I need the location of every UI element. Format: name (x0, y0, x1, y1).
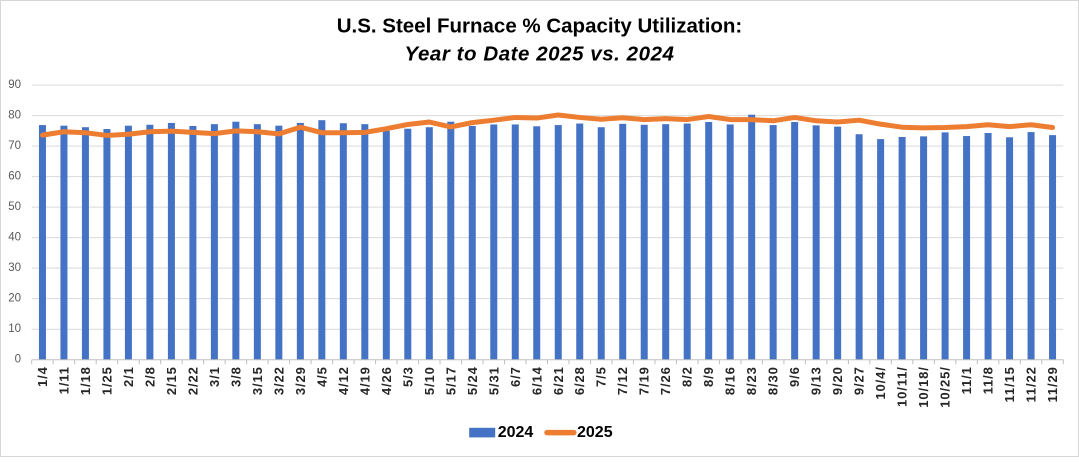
svg-text:5/24: 5/24 (465, 366, 480, 395)
svg-text:50: 50 (8, 201, 21, 213)
svg-text:6/14: 6/14 (529, 366, 544, 395)
svg-text:10: 10 (8, 323, 21, 335)
svg-text:20: 20 (8, 293, 21, 305)
svg-text:40: 40 (8, 232, 21, 244)
svg-text:8/2: 8/2 (680, 366, 695, 387)
svg-text:5/31: 5/31 (486, 366, 501, 395)
svg-text:11/22: 11/22 (1024, 366, 1039, 402)
svg-text:1/18: 1/18 (78, 366, 93, 395)
svg-text:7/19: 7/19 (637, 366, 652, 395)
svg-text:70: 70 (8, 140, 21, 152)
svg-text:2/1: 2/1 (121, 366, 136, 387)
svg-text:2025: 2025 (577, 424, 613, 441)
svg-text:1/4: 1/4 (35, 366, 50, 387)
svg-text:10/25/: 10/25/ (938, 366, 953, 408)
svg-text:1/11: 1/11 (56, 366, 71, 394)
svg-text:3/1: 3/1 (207, 366, 222, 387)
svg-text:1/25: 1/25 (99, 366, 114, 395)
svg-text:4/5: 4/5 (314, 366, 329, 387)
svg-text:4/12: 4/12 (336, 366, 351, 395)
svg-text:9/20: 9/20 (830, 366, 845, 395)
svg-text:5/17: 5/17 (443, 366, 458, 395)
svg-text:7/12: 7/12 (615, 366, 630, 395)
svg-text:80: 80 (8, 110, 21, 122)
svg-text:8/23: 8/23 (744, 366, 759, 395)
svg-text:3/22: 3/22 (271, 366, 286, 395)
svg-text:3/8: 3/8 (228, 366, 243, 387)
svg-text:10/11/: 10/11/ (895, 366, 910, 407)
svg-text:6/21: 6/21 (551, 366, 566, 395)
svg-text:11/1: 11/1 (959, 366, 974, 394)
svg-text:10/4/: 10/4/ (873, 366, 888, 399)
svg-text:9/6: 9/6 (787, 366, 802, 387)
svg-text:7/26: 7/26 (658, 366, 673, 395)
svg-text:90: 90 (8, 79, 21, 91)
svg-text:9/27: 9/27 (852, 366, 867, 395)
svg-text:11/15: 11/15 (1002, 366, 1017, 402)
svg-text:11/29: 11/29 (1045, 366, 1060, 402)
svg-text:4/19: 4/19 (357, 366, 372, 395)
svg-text:2024: 2024 (498, 424, 534, 441)
svg-text:3/29: 3/29 (293, 366, 308, 395)
svg-text:U.S. Steel Furnace % Capacity: U.S. Steel Furnace % Capacity Utilizatio… (337, 15, 743, 38)
svg-text:60: 60 (8, 171, 21, 183)
svg-text:8/9: 8/9 (701, 366, 716, 387)
svg-text:10/18/: 10/18/ (916, 366, 931, 408)
svg-text:5/10: 5/10 (422, 366, 437, 395)
svg-text:30: 30 (8, 262, 21, 274)
svg-text:2/22: 2/22 (185, 366, 200, 395)
svg-text:2/15: 2/15 (164, 366, 179, 395)
svg-text:7/5: 7/5 (594, 366, 609, 387)
svg-text:Year to Date 2025 vs. 2024: Year to Date 2025 vs. 2024 (405, 43, 675, 66)
svg-text:4/26: 4/26 (379, 366, 394, 395)
svg-text:11/8: 11/8 (981, 366, 996, 394)
svg-text:5/3: 5/3 (400, 366, 415, 387)
svg-text:8/16: 8/16 (723, 366, 738, 395)
svg-text:6/7: 6/7 (508, 366, 523, 387)
svg-text:8/30: 8/30 (766, 366, 781, 395)
svg-text:6/28: 6/28 (572, 366, 587, 395)
svg-text:0: 0 (15, 354, 21, 366)
svg-text:9/13: 9/13 (809, 366, 824, 395)
svg-text:2/8: 2/8 (142, 366, 157, 387)
svg-text:3/15: 3/15 (250, 366, 265, 395)
